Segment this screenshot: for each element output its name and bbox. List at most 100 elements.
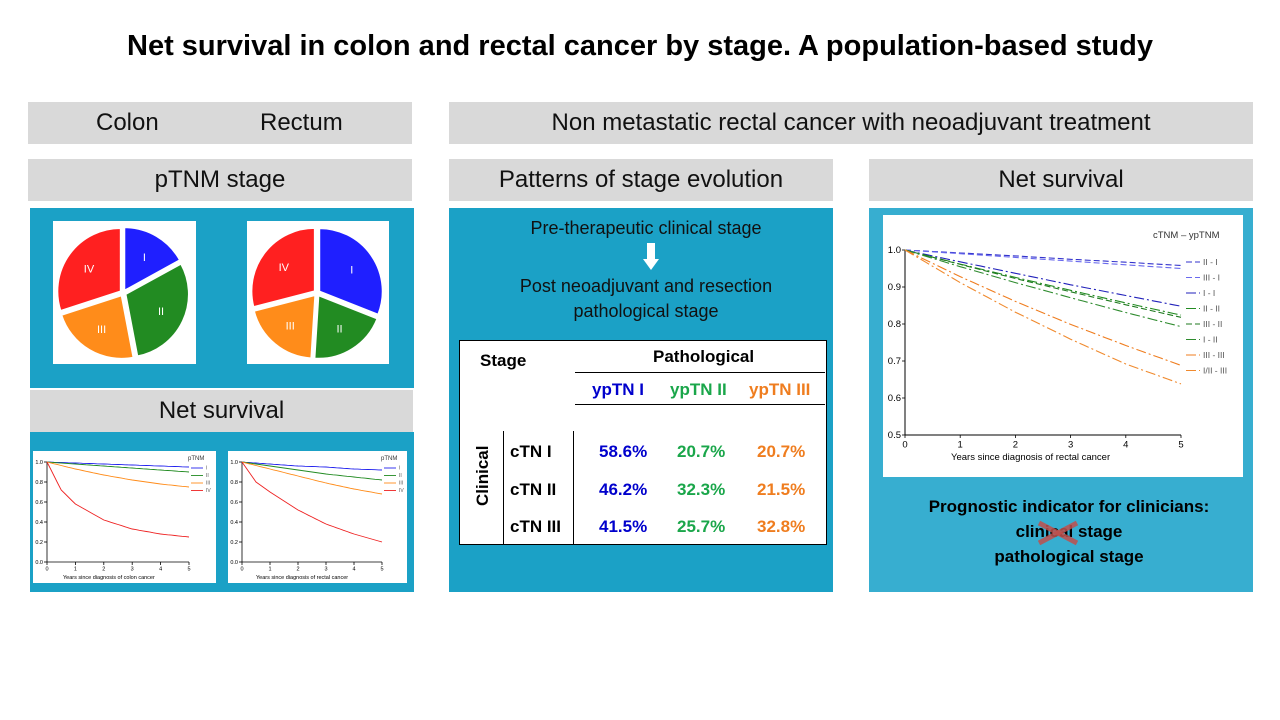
x-tick-label: 1	[268, 567, 271, 573]
cell-2-1: 46.2%	[599, 480, 648, 499]
legend-title: cTNM – ypTNM	[1153, 230, 1220, 241]
series-line-II	[46, 461, 190, 473]
flow-step-1: Pre-therapeutic clinical stage	[530, 218, 762, 238]
col-header-1: ypTN I	[592, 380, 644, 399]
row-label-2: cTN II	[510, 480, 557, 499]
series-line-IV	[241, 461, 383, 543]
rectal-survival-chart: 0.0 0.2 0.4 0.6 0.8 1.0 0 1 2 3 4 5 Years since diag…	[230, 456, 404, 581]
series-line-III	[241, 461, 383, 495]
y-tick-label: 0.6	[35, 500, 43, 506]
y-tick-label: 0.2	[230, 540, 238, 546]
pie-label-I: I	[350, 264, 353, 276]
cell-3-2: 25.7%	[677, 517, 726, 536]
cell-2-2: 32.3%	[677, 480, 726, 499]
pie-slice-II	[313, 294, 379, 360]
x-tick-label: 2	[296, 567, 299, 573]
col-header-2: ypTN II	[670, 380, 727, 399]
series-line-III-I	[904, 249, 1182, 270]
legend-label: IV	[206, 488, 211, 494]
header-divider	[575, 404, 825, 405]
x-tick-label: 2	[1013, 440, 1018, 451]
cell-1-2: 20.7%	[677, 442, 726, 461]
row-label-1: cTN I	[510, 442, 552, 461]
cross-out-icon	[1037, 520, 1079, 546]
series-line-II-II	[904, 249, 1182, 316]
x-tick-label: 4	[352, 567, 355, 573]
rectum-label: Rectum	[260, 109, 343, 136]
pie-slice-III	[253, 294, 316, 359]
arrow-down-icon	[643, 243, 659, 270]
x-tick-label: 3	[1068, 440, 1073, 451]
prognostic-line-1: Prognostic indicator for clinicians:	[928, 497, 1210, 516]
colon-rectum-header: Colon Rectum	[28, 102, 412, 144]
colon-pie-box: I II III IV	[53, 221, 196, 364]
legend-label: I/II - III	[1203, 365, 1227, 375]
y-tick-label: 1.0	[35, 460, 43, 466]
table-pathological-label: Pathological	[653, 347, 755, 366]
x-tick-label: 5	[1178, 440, 1183, 451]
y-tick-label: 1.0	[888, 245, 901, 256]
y-tick-label: 1.0	[230, 460, 238, 466]
x-tick-label: 1	[74, 567, 77, 573]
x-tick-label: 3	[131, 567, 134, 573]
colon-survival-chart: 0.0 0.2 0.4 0.6 0.8 1.0 0 1 2 3 4 5 Years since diag…	[35, 456, 211, 581]
x-axis-label: Years since diagnosis of rectal cancer	[951, 452, 1110, 463]
x-tick-label: 0	[240, 567, 243, 573]
y-tick-label: 0.0	[230, 560, 238, 566]
row-label-3: cTN III	[510, 517, 562, 536]
pie-label-III: III	[97, 324, 106, 336]
x-tick-label: 4	[159, 567, 162, 573]
legend-title: pTNM	[188, 456, 204, 462]
x-axis-label: Years since diagnosis of rectal cancer	[256, 575, 348, 581]
series-line-III-II	[904, 249, 1182, 318]
x-tick-label: 3	[324, 567, 327, 573]
y-tick-label: 0.6	[230, 500, 238, 506]
prognostic-line-3: pathological stage	[994, 547, 1144, 566]
cell-3-1: 41.5%	[599, 517, 648, 536]
y-tick-label: 0.6	[888, 393, 901, 404]
series-line-III	[46, 461, 190, 488]
pie-slice-II	[124, 262, 190, 358]
series-line-IV	[46, 461, 190, 538]
x-tick-label: 0	[45, 567, 48, 573]
legend-label: II	[399, 473, 402, 479]
series-line-I	[46, 461, 190, 468]
pie-slice-IV	[250, 227, 316, 308]
net-survival-right-header: Net survival	[869, 159, 1253, 201]
col-header-3: ypTN III	[749, 380, 811, 399]
pie-label-II: II	[158, 306, 164, 318]
rectal-survival-box: 0.0 0.2 0.4 0.6 0.8 1.0 0 1 2 3 4 5 Years since diag…	[228, 451, 407, 583]
x-axis-label: Years since diagnosis of colon cancer	[63, 575, 155, 581]
cell-2-3: 21.5%	[757, 480, 806, 499]
y-tick-label: 0.8	[230, 480, 238, 486]
legend-label: IV	[399, 488, 404, 494]
series-line-I-II-III	[904, 249, 1182, 385]
legend-label: III - II	[1203, 319, 1222, 329]
series-line-I	[241, 461, 383, 471]
page-title: Net survival in colon and rectal cancer …	[127, 30, 1153, 62]
neoadjuvant-header: Non metastatic rectal cancer with neoadj…	[449, 102, 1253, 144]
pie-label-IV: IV	[84, 263, 95, 275]
series-line-III-III	[904, 249, 1182, 366]
legend-label: I	[399, 466, 400, 472]
pie-label-III: III	[286, 320, 295, 332]
x-tick-label: 5	[187, 567, 190, 573]
colon-survival-box: 0.0 0.2 0.4 0.6 0.8 1.0 0 1 2 3 4 5 Years since diag…	[33, 451, 216, 583]
table-stage-label: Stage	[480, 351, 527, 370]
series-line-II	[241, 461, 383, 481]
cell-3-3: 32.8%	[757, 517, 806, 536]
ptnm-stage-header: pTNM stage	[28, 159, 412, 201]
flow-step-3: pathological stage	[573, 301, 719, 321]
y-tick-label: 0.9	[888, 282, 901, 293]
legend-label: III - I	[1203, 272, 1220, 282]
pie-slice-I	[123, 226, 181, 292]
rectum-pie-box: I II III IV	[247, 221, 389, 364]
x-tick-label: 5	[380, 567, 383, 573]
y-tick-label: 0.8	[888, 319, 901, 330]
pie-label-II: II	[336, 324, 342, 336]
legend-label: I - I	[1203, 288, 1215, 298]
ctnm-survival-box: 0.5 0.6 0.7 0.8 0.9 1.0 0 1 2 3 4 5 Years since diag…	[883, 215, 1243, 477]
flow-step-2: Post neoadjuvant and resection	[519, 276, 773, 296]
